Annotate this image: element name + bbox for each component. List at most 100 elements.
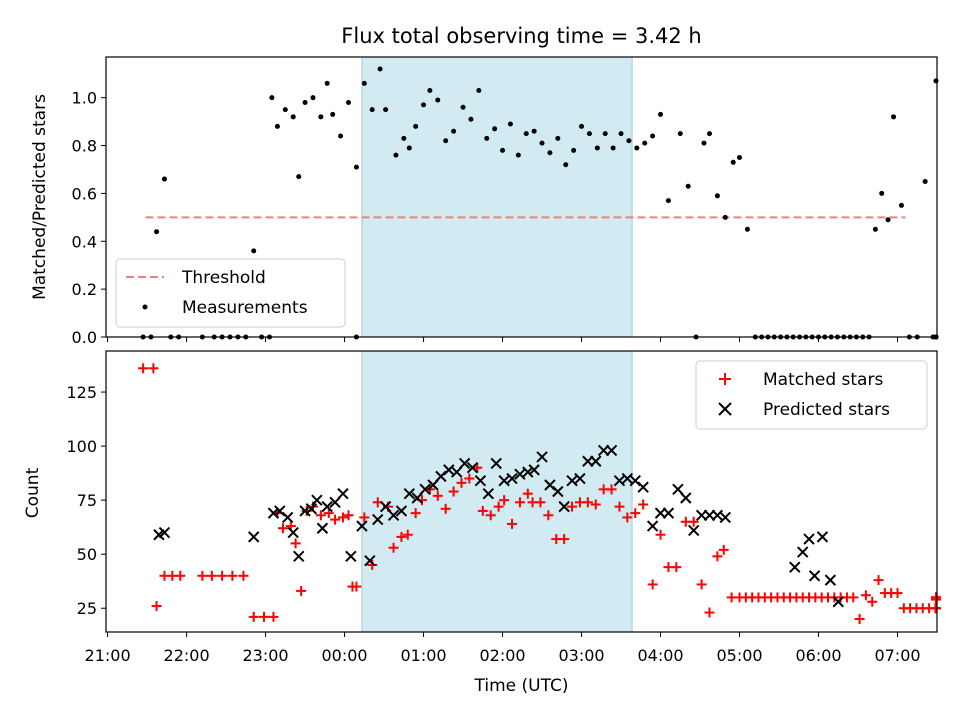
matched-point (543, 510, 554, 521)
measurement-point (677, 131, 683, 137)
predicted-point (605, 444, 618, 457)
measurement-point (594, 145, 600, 151)
matched-point (647, 579, 658, 590)
measurement-point (665, 198, 671, 204)
predicted-point (514, 468, 526, 480)
measurement-point (701, 140, 707, 146)
matched-point (206, 570, 217, 581)
measurement-point (460, 104, 466, 110)
predicted-point (443, 464, 455, 476)
predicted-point (490, 457, 502, 470)
measurement-point (933, 78, 939, 84)
y-tick-label: 0.0 (72, 328, 97, 347)
matched-point (388, 542, 399, 553)
predicted-point (482, 487, 495, 500)
matched-point (432, 490, 443, 501)
measurement-point (634, 145, 640, 151)
measurement-point (310, 95, 316, 101)
matched-point (696, 579, 707, 590)
predicted-point (621, 472, 634, 485)
x-tick-label: 01:00 (400, 646, 446, 665)
matched-point (456, 477, 467, 488)
predicted-point (808, 570, 821, 582)
measurement-point (435, 97, 441, 103)
predicted-point (466, 462, 479, 474)
top-y-axis-label: Matched/Predicted stars (30, 94, 50, 300)
predicted-point (789, 561, 801, 573)
measurement-point (290, 114, 296, 120)
predicted-point (719, 511, 732, 524)
matched-point (464, 473, 475, 484)
measurement-point (685, 183, 691, 189)
matched-point (514, 497, 525, 508)
predicted-point (646, 520, 659, 532)
measurement-point (515, 152, 521, 158)
matched-point (622, 512, 633, 523)
measurement-point (547, 150, 553, 156)
matched-point (175, 570, 186, 581)
measurement-point (443, 138, 449, 144)
measurement-point (324, 80, 330, 86)
matched-point (559, 534, 570, 545)
y-tick-label: 25 (77, 599, 97, 618)
predicted-point (337, 487, 349, 500)
predicted-point (345, 550, 357, 563)
predicted-point (528, 464, 540, 476)
matched-point (522, 488, 533, 499)
measurement-point (274, 123, 280, 129)
predicted-point (498, 474, 510, 487)
legend-matched-label: Matched stars (763, 370, 883, 390)
matched-point (655, 529, 666, 540)
chart-title: Flux total observing time = 3.42 h (341, 24, 701, 48)
measurement-point (714, 193, 720, 199)
measurement-point (586, 131, 592, 137)
measurement-point (618, 131, 624, 137)
x-tick-label: 00:00 (322, 646, 368, 665)
y-tick-label: 75 (77, 491, 97, 510)
predicted-point (637, 481, 649, 493)
predicted-point (311, 494, 323, 506)
predicted-point (403, 487, 416, 500)
bottom-legend: Matched stars Predicted stars (695, 360, 928, 430)
measurement-point (507, 121, 513, 127)
predicted-point (558, 500, 570, 513)
measurement-point (610, 145, 616, 151)
measurement-point (872, 226, 878, 232)
matched-point (873, 575, 884, 586)
matched-point (704, 607, 715, 618)
measurement-point (626, 138, 632, 144)
x-tick-label: 03:00 (558, 646, 604, 665)
measurement-point (413, 123, 419, 129)
predicted-point (474, 474, 487, 487)
measurement-point (898, 202, 904, 208)
predicted-point (680, 492, 692, 504)
measurement-point (338, 133, 344, 139)
predicted-point (522, 466, 534, 478)
bottom-y-axis-label: Count (23, 467, 43, 518)
matched-point (485, 510, 496, 521)
measurement-point (922, 178, 928, 184)
x-tick-label: 06:00 (795, 646, 841, 665)
matched-point (860, 590, 871, 601)
matched-point (931, 603, 941, 614)
measurement-point (722, 214, 728, 220)
measurement-point (539, 140, 545, 146)
bottom-panel: 25 50 75 100 125 21:00 22:00 23:00 00:00 01:00 02:… (23, 350, 941, 696)
measurement-point (393, 152, 399, 158)
matched-point (848, 592, 859, 603)
matched-point (343, 510, 354, 521)
measurement-point (318, 114, 324, 120)
x-tick-label: 02:00 (479, 646, 525, 665)
measurement-point (302, 99, 308, 105)
y-tick-label: 0.8 (72, 137, 97, 156)
predicted-point (803, 533, 815, 545)
matched-point (535, 497, 546, 508)
matched-point (315, 510, 326, 521)
predicted-point (613, 474, 626, 487)
legend-predicted-label: Predicted stars (763, 400, 890, 420)
x-tick-label: 04:00 (637, 646, 683, 665)
predicted-point (387, 509, 400, 521)
matched-point (712, 551, 723, 562)
measurement-point (891, 114, 897, 120)
